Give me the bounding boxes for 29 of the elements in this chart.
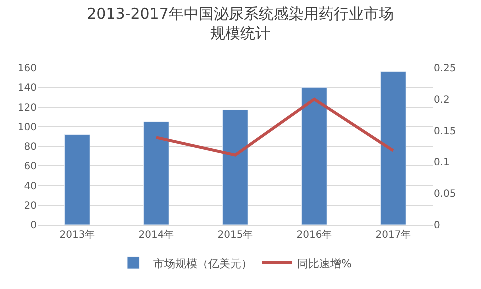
y-tick-label: 40: [24, 181, 37, 192]
bar: [64, 134, 90, 225]
y-tick-label: 20: [24, 200, 37, 212]
y-tick-label: 120: [18, 102, 37, 114]
y2-tick-label: 0: [434, 220, 440, 232]
chart-title: 2013-2017年中国泌尿系统感染用药行业市场规模统计: [87, 4, 394, 42]
y2-tick-label: 0.25: [434, 64, 456, 74]
line-series: [155, 98, 395, 157]
x-tick-label: 2017年: [376, 229, 412, 241]
legend-label: 同比速增%: [298, 257, 352, 270]
y-tick-label: 60: [24, 162, 37, 173]
bar: [380, 72, 406, 225]
x-tick-label: 2016年: [296, 229, 332, 241]
y-tick-label: 80: [24, 142, 37, 153]
y-tick-label: 0: [30, 220, 37, 232]
y-tick-label: 100: [18, 122, 37, 134]
legend-label: 市场规模（亿美元）: [154, 257, 252, 270]
y2-tick-label: 0.05: [434, 189, 456, 200]
y2-tick-label: 0.1: [434, 158, 450, 169]
bar: [302, 87, 328, 225]
y2-tick-label: 0.15: [434, 126, 456, 138]
y-tick-label: 160: [18, 64, 37, 74]
x-tick-label: 2013年: [60, 229, 96, 241]
x-tick-label: 2014年: [138, 229, 174, 241]
y-tick-label: 140: [18, 83, 37, 94]
y2-tick-label: 0.2: [434, 94, 450, 106]
x-tick-label: 2015年: [218, 229, 254, 241]
bar: [222, 110, 248, 225]
bar: [144, 122, 170, 225]
